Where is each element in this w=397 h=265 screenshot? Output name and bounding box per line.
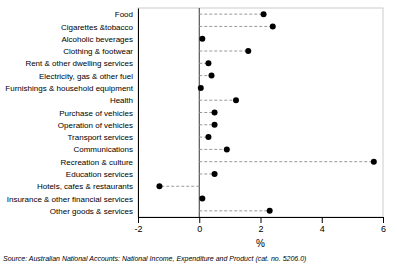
y-tick-label: Transport services xyxy=(68,133,134,142)
chart: -2 0 2 4 6 Food Cigarettes &tobacco Alcoholic b… xyxy=(0,0,397,265)
stem xyxy=(199,51,248,52)
dot xyxy=(199,36,205,42)
source-note: Source: Australian National Accounts: Na… xyxy=(3,255,306,263)
x-tick-mark xyxy=(261,217,262,223)
stem xyxy=(199,210,269,211)
dot xyxy=(261,11,267,17)
y-tick-label: Recreation & culture xyxy=(61,158,134,167)
y-tick-label: Hotels, cafes & restaurants xyxy=(37,182,133,191)
y-tick-label: Rent & other dwelling services xyxy=(25,59,133,68)
y-tick-label: Insurance & other financial services xyxy=(7,195,133,204)
y-tick: Insurance & other financial services xyxy=(7,195,133,204)
dot xyxy=(224,146,230,152)
y-axis: Food Cigarettes &tobacco Alcoholic beverag… xyxy=(5,9,138,218)
y-tick-label: Communications xyxy=(73,145,133,154)
y-tick-label: Furnishings & household equipment xyxy=(5,84,133,93)
stem xyxy=(199,149,227,150)
y-tick-label: Alcoholic beverages xyxy=(61,35,133,44)
stem xyxy=(199,14,263,15)
x-axis-title: % xyxy=(256,238,265,249)
y-tick-label: Purchase of vehicles xyxy=(59,109,133,118)
y-tick: Education services xyxy=(66,170,133,179)
x-axis-line xyxy=(139,218,384,224)
y-tick-label: Cigarettes &tobacco xyxy=(61,23,134,32)
x-axis: -2 0 2 4 6 xyxy=(134,217,386,234)
x-tick-label: 2 xyxy=(258,224,263,234)
x-tick: -2 xyxy=(134,217,142,234)
x-tick: 4 xyxy=(320,217,325,234)
y-tick: Electricity, gas & other fuel xyxy=(39,72,133,81)
y-tick: Alcoholic beverages xyxy=(61,35,133,44)
dot xyxy=(212,171,218,177)
stem xyxy=(159,186,199,187)
x-tick-label: 0 xyxy=(197,224,202,234)
y-tick-label: Other goods & services xyxy=(50,207,133,216)
y-tick: Food xyxy=(115,10,133,19)
x-tick-mark xyxy=(322,217,323,223)
y-tick: Recreation & culture xyxy=(61,158,134,167)
y-tick-label: Operation of vehicles xyxy=(58,121,133,130)
x-tick-label: -2 xyxy=(134,224,142,234)
dot xyxy=(267,208,273,214)
dot xyxy=(270,23,276,29)
y-tick: Furnishings & household equipment xyxy=(5,84,133,93)
dot xyxy=(156,183,162,189)
y-tick-label: Food xyxy=(115,10,133,19)
dot xyxy=(209,73,215,79)
stem xyxy=(199,100,236,101)
y-tick-label: Clothing & footwear xyxy=(63,47,133,56)
x-tick: 2 xyxy=(258,217,263,234)
dot xyxy=(212,110,218,116)
dot xyxy=(371,159,377,165)
dot xyxy=(233,97,239,103)
y-tick: Communications xyxy=(73,145,133,154)
dot xyxy=(205,134,211,140)
x-tick-label: 4 xyxy=(320,224,325,234)
y-tick: Clothing & footwear xyxy=(63,47,133,56)
y-tick: Health xyxy=(110,96,133,105)
y-tick: Purchase of vehicles xyxy=(59,109,133,118)
y-tick-label: Health xyxy=(110,96,133,105)
x-tick: 0 xyxy=(197,217,202,234)
x-tick-mark xyxy=(199,217,200,223)
y-tick: Operation of vehicles xyxy=(58,121,133,130)
dot xyxy=(198,85,204,91)
x-tick-label: 6 xyxy=(381,224,386,234)
stem xyxy=(199,161,374,162)
x-tick-mark xyxy=(383,217,384,223)
dot xyxy=(199,196,205,202)
dot xyxy=(205,60,211,66)
stem xyxy=(199,26,273,27)
dot xyxy=(212,122,218,128)
y-tick: Other goods & services xyxy=(50,207,133,216)
y-axis-line xyxy=(138,9,139,218)
plot: -2 0 2 4 6 Food Cigarettes &tobacco Alcoholic b… xyxy=(5,8,386,234)
y-tick: Cigarettes &tobacco xyxy=(61,23,134,32)
y-tick: Hotels, cafes & restaurants xyxy=(37,182,133,191)
y-tick: Rent & other dwelling services xyxy=(25,59,133,68)
x-tick-mark xyxy=(138,217,139,223)
y-tick: Transport services xyxy=(68,133,134,142)
dot xyxy=(245,48,251,54)
y-tick-label: Electricity, gas & other fuel xyxy=(39,72,133,81)
y-tick-label: Education services xyxy=(66,170,133,179)
x-tick: 6 xyxy=(381,217,386,234)
plot-frame xyxy=(138,8,383,217)
marks xyxy=(156,8,376,217)
